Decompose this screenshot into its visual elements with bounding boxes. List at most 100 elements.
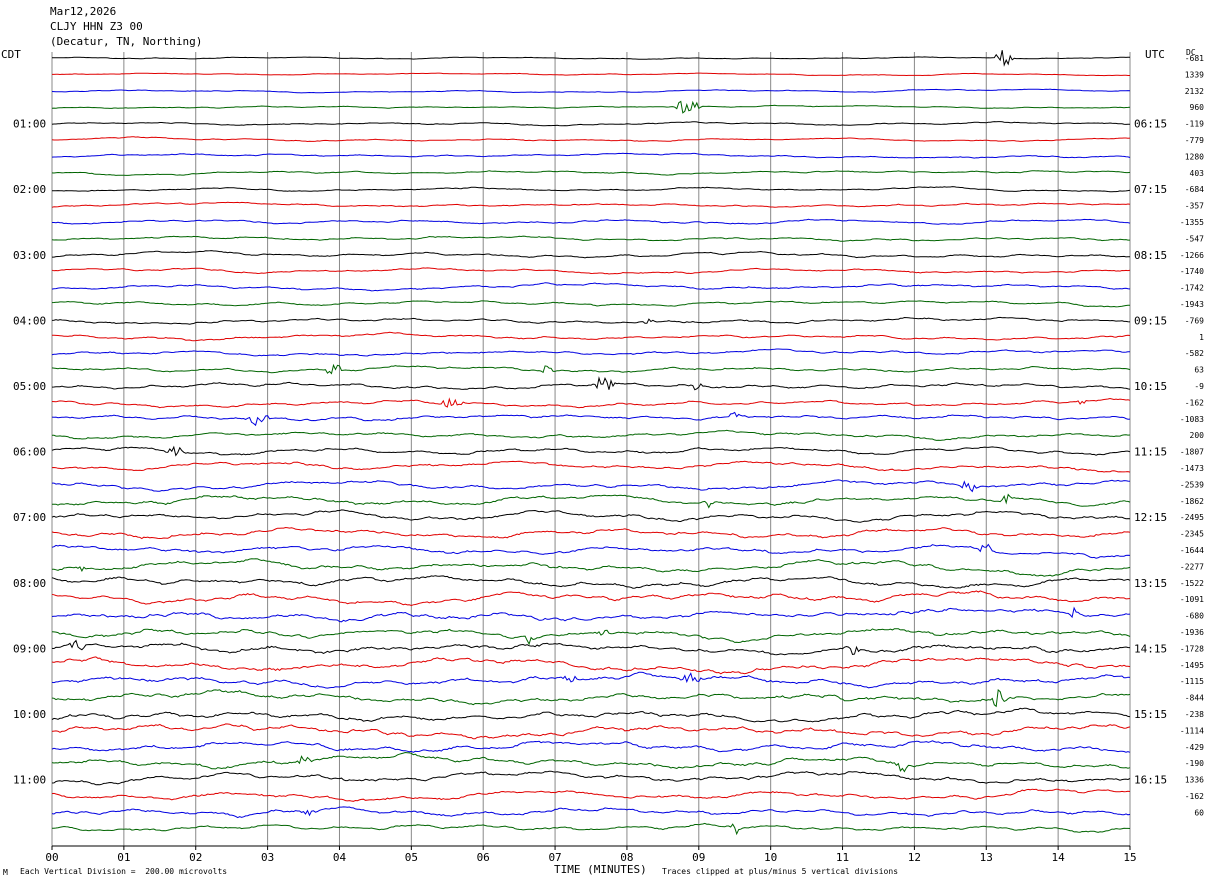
left-hour-label: 09:00 [13, 642, 46, 655]
x-axis-title: TIME (MINUTES) [554, 863, 647, 876]
dc-offset-value: -162 [1185, 398, 1204, 407]
right-hour-label: 09:15 [1134, 314, 1167, 327]
dc-offset-value: -1115 [1180, 677, 1204, 686]
seismic-trace [51, 267, 1131, 275]
dc-offset-value: -1495 [1180, 661, 1204, 670]
dc-offset-value: -1473 [1180, 464, 1204, 473]
right-hour-label: 07:15 [1134, 183, 1167, 196]
dc-offset-value: -1943 [1180, 300, 1204, 309]
dc-offset-value: -1522 [1180, 579, 1204, 588]
seismic-trace [51, 509, 1131, 523]
dc-offset-value: -2539 [1180, 480, 1204, 489]
dc-offset-value: -1083 [1180, 415, 1204, 424]
x-tick-label: 08 [620, 851, 633, 864]
seismic-trace [51, 121, 1130, 127]
dc-offset-value: -162 [1185, 792, 1204, 801]
seismic-trace [51, 100, 1131, 114]
right-hour-label: 08:15 [1134, 249, 1167, 262]
seismic-trace [51, 186, 1131, 193]
seismic-trace [51, 136, 1131, 143]
left-hour-label: 07:00 [13, 511, 46, 524]
left-hour-label: 02:00 [13, 183, 46, 196]
dc-offset-value: 200 [1190, 431, 1205, 440]
dc-offset-value: -680 [1185, 612, 1204, 621]
dc-offset-value: -1740 [1180, 267, 1204, 276]
seismic-trace [51, 639, 1131, 656]
x-tick-label: 05 [405, 851, 418, 864]
x-tick-label: 03 [261, 851, 274, 864]
dc-offset-value: -1728 [1180, 644, 1204, 653]
x-tick-label: 15 [1123, 851, 1136, 864]
dc-offset-value: 1339 [1185, 70, 1204, 79]
dc-offset-value: -769 [1185, 316, 1204, 325]
seismic-trace [51, 235, 1130, 242]
corner-mark: M [3, 868, 8, 877]
x-tick-label: 02 [189, 851, 202, 864]
dc-offset-header: DC [1186, 48, 1196, 57]
seismic-trace [51, 671, 1131, 689]
seismic-trace [51, 806, 1131, 819]
chart-header: Mar12,2026 CLJY HHN Z3 00 (Decatur, TN, No… [50, 4, 202, 49]
right-timezone-label: UTC [1145, 48, 1165, 61]
dc-offset-value: 2132 [1185, 87, 1204, 96]
dc-offset-value: -1807 [1180, 448, 1204, 457]
seismic-trace [51, 689, 1131, 708]
scale-note: Each Vertical Division = 200.00 microvol… [20, 867, 228, 876]
dc-offset-value: -582 [1185, 349, 1204, 358]
dc-offset-value: -844 [1185, 694, 1204, 703]
seismic-trace [51, 152, 1131, 159]
seismic-trace [51, 543, 1131, 559]
header-date: Mar12,2026 [50, 5, 117, 18]
right-hour-label: 10:15 [1134, 380, 1167, 393]
dc-offset-value: -2277 [1180, 562, 1204, 571]
seismic-trace [51, 316, 1131, 325]
x-tick-label: 14 [1052, 851, 1066, 864]
right-hour-label: 16:15 [1134, 774, 1167, 787]
right-hour-label: 13:15 [1134, 577, 1167, 590]
x-tick-label: 13 [980, 851, 993, 864]
dc-offset-value: 60 [1194, 808, 1204, 817]
left-hour-label: 01:00 [13, 118, 46, 131]
left-hour-label: 11:00 [13, 774, 46, 787]
right-hour-label: 15:15 [1134, 708, 1167, 721]
dc-offset-value: 1 [1199, 333, 1204, 342]
dc-offset-value: -9 [1194, 382, 1204, 391]
dc-offset-value: -1742 [1180, 284, 1204, 293]
right-hour-label: 11:15 [1134, 446, 1167, 459]
seismic-trace [52, 72, 1130, 77]
left-timezone-label: CDT [1, 48, 21, 61]
x-tick-label: 06 [477, 851, 490, 864]
seismic-trace [51, 376, 1131, 391]
seismic-trace [51, 822, 1131, 836]
dc-offset-value: 960 [1190, 103, 1205, 112]
seismic-trace [51, 656, 1131, 675]
x-tick-label: 10 [764, 851, 777, 864]
dc-offset-value: -1091 [1180, 595, 1204, 604]
left-hour-label: 08:00 [13, 577, 46, 590]
seismic-trace [51, 606, 1131, 623]
seismic-trace [51, 201, 1131, 208]
dc-offset-value: -2495 [1180, 513, 1204, 522]
clip-note: Traces clipped at plus/minus 5 vertical … [662, 867, 899, 876]
dc-offset-value: -357 [1185, 202, 1204, 211]
left-hour-label: 06:00 [13, 446, 46, 459]
x-tick-label: 04 [333, 851, 347, 864]
seismic-trace [51, 707, 1131, 723]
x-tick-label: 12 [908, 851, 921, 864]
seismic-trace [52, 479, 1131, 493]
x-tick-label: 00 [45, 851, 58, 864]
right-hour-label: 12:15 [1134, 511, 1167, 524]
dc-offset-value: -547 [1185, 234, 1204, 243]
dc-offset-value: -684 [1185, 185, 1204, 194]
seismic-trace [51, 88, 1131, 94]
seismic-trace [51, 411, 1131, 427]
dc-offset-value: -119 [1185, 120, 1204, 129]
dc-offset-value: -238 [1185, 710, 1204, 719]
seismic-trace [52, 250, 1131, 259]
header-station: CLJY HHN Z3 00 [50, 20, 143, 33]
x-tick-label: 07 [548, 851, 561, 864]
seismic-trace [51, 526, 1131, 540]
seismic-trace [51, 558, 1131, 577]
header-location: (Decatur, TN, Northing) [50, 35, 203, 48]
dc-offset-value: -1644 [1180, 546, 1204, 555]
